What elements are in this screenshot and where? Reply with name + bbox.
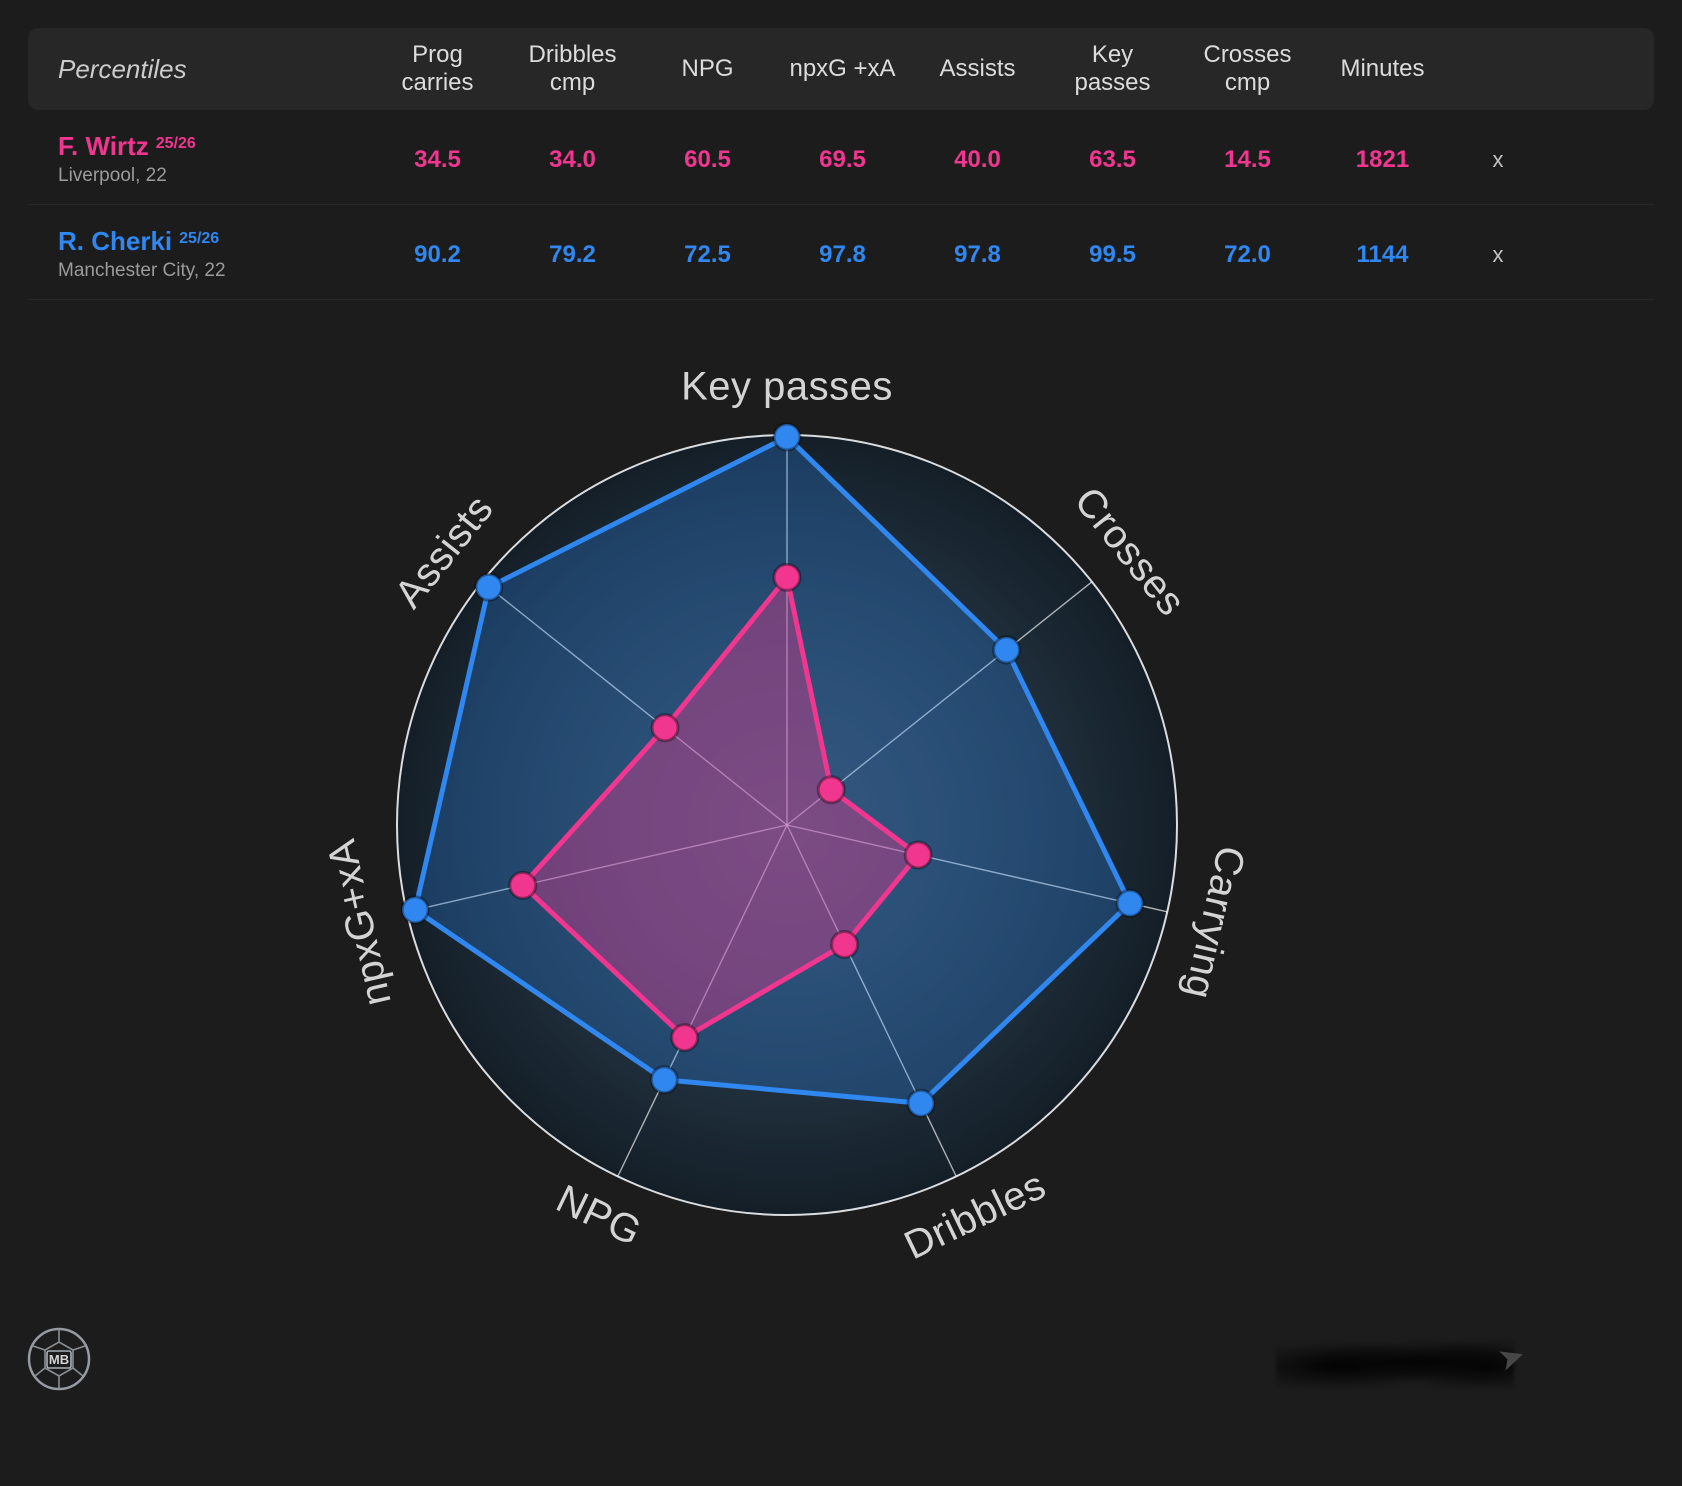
value-npg: 60.5 <box>684 146 731 173</box>
radar-spoke <box>786 824 957 1177</box>
player-season: 25/26 <box>155 135 196 152</box>
radar-point <box>772 562 802 592</box>
value-npxg-xa: 69.5 <box>819 146 866 173</box>
value-assists: 97.8 <box>954 241 1001 268</box>
player-cell: R. Cherki 25/26 Manchester City, 22 <box>28 228 370 282</box>
value-key-passes: 99.5 <box>1089 241 1136 268</box>
player-cell: F. Wirtz 25/26 Liverpool, 22 <box>28 133 370 187</box>
radar-point <box>906 1088 936 1118</box>
col-header-dribbles-cmp: Dribbles cmp <box>528 41 617 96</box>
col-header-minutes: Minutes <box>1340 55 1425 83</box>
col-header-crosses-cmp: Crosses cmp <box>1203 41 1292 96</box>
radar-spoke <box>786 824 1168 913</box>
value-prog-carries: 90.2 <box>414 241 461 268</box>
radar-point <box>1115 888 1145 918</box>
mb-logo-text: MB <box>49 1352 69 1367</box>
col-header-assists: Assists <box>939 55 1016 83</box>
value-prog-carries: 34.5 <box>414 146 461 173</box>
radar-point <box>474 572 504 602</box>
value-crosses-cmp: 72.0 <box>1224 241 1271 268</box>
radar-point <box>508 870 538 900</box>
radar-axis-label: Crosses <box>1066 479 1194 624</box>
radar-axis-label: NPG <box>550 1177 649 1255</box>
value-dribbles-cmp: 79.2 <box>549 241 596 268</box>
radar-point <box>816 775 846 805</box>
col-header-prog-carries: Prog carries <box>401 41 474 96</box>
radar-spoke <box>617 824 788 1177</box>
radar-axis-label: npxG+xA <box>319 835 400 1010</box>
value-crosses-cmp: 14.5 <box>1224 146 1271 173</box>
radar-spoke <box>786 581 1093 826</box>
radar-outline <box>396 434 1178 1216</box>
table-title: Percentiles <box>58 53 187 84</box>
player-season: 25/26 <box>179 230 220 247</box>
player-name: F. Wirtz <box>58 131 149 161</box>
value-minutes: 1144 <box>1356 241 1409 268</box>
col-header-npg: NPG <box>681 55 734 83</box>
radar-point <box>772 422 802 452</box>
col-header-key-passes: Key passes <box>1074 41 1151 96</box>
radar-point <box>830 929 860 959</box>
table-header-row: Percentiles Prog carries Dribbles cmp NP… <box>28 28 1654 110</box>
radar-point <box>400 895 430 925</box>
player-name: R. Cherki <box>58 226 173 256</box>
radar-axis-label: Assists <box>386 487 502 616</box>
value-npg: 72.5 <box>684 241 731 268</box>
value-dribbles-cmp: 34.0 <box>549 146 596 173</box>
player-club: Liverpool, 22 <box>58 165 167 186</box>
radar-point <box>670 1023 700 1053</box>
player-club: Manchester City, 22 <box>58 260 226 281</box>
radar-spoke <box>481 581 788 826</box>
radar-axis-label: Dribbles <box>898 1163 1053 1268</box>
radar-point <box>992 635 1022 665</box>
table-row-wirtz: F. Wirtz 25/26 Liverpool, 22 34.5 34.0 60… <box>28 116 1654 205</box>
radar-axis-label: Key passes <box>681 365 893 409</box>
remove-player-button[interactable]: x <box>1492 242 1504 267</box>
value-assists: 40.0 <box>954 146 1001 173</box>
percentiles-table: Percentiles Prog carries Dribbles cmp NP… <box>28 28 1654 300</box>
radar-spoke <box>406 824 788 913</box>
mb-logo: MB <box>27 1327 91 1391</box>
radar-point <box>650 713 680 743</box>
radar-point <box>903 840 933 870</box>
value-minutes: 1821 <box>1355 146 1410 173</box>
radar-area-f-wirtz <box>520 574 921 1041</box>
scribble-watermark <box>1276 1340 1514 1388</box>
table-row-cherki: R. Cherki 25/26 Manchester City, 22 90.2 … <box>28 211 1654 300</box>
value-key-passes: 63.5 <box>1089 146 1136 173</box>
col-header-npxg-xa: npxG +xA <box>789 55 896 83</box>
remove-player-button[interactable]: x <box>1492 147 1504 172</box>
radar-area-r-cherki <box>412 434 1133 1106</box>
radar-point <box>649 1065 679 1095</box>
radar-axis-label: Carrying <box>1176 842 1253 1003</box>
value-npxg-xa: 97.8 <box>819 241 866 268</box>
